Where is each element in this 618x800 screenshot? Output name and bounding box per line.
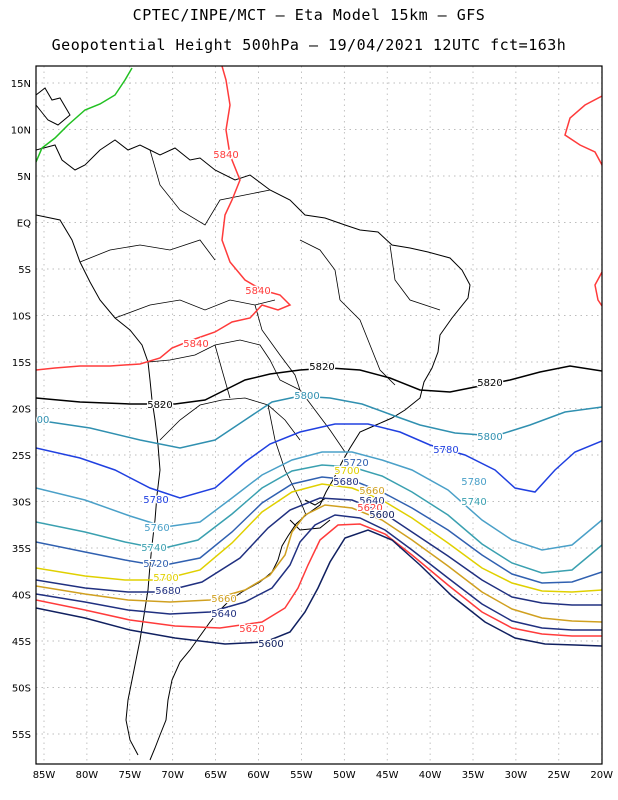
contour-5740 xyxy=(36,464,602,574)
longitude-label: 85W xyxy=(33,770,56,781)
latitude-label: 10S xyxy=(12,312,31,323)
contour-label: 5800 xyxy=(294,391,319,402)
longitude-label: 65W xyxy=(204,770,227,781)
contour-5840-se xyxy=(594,271,602,307)
contour-5660 xyxy=(36,504,602,623)
contour-label: 5800 xyxy=(477,432,502,443)
latitude-label: 40S xyxy=(12,591,31,602)
latitude-label: 20S xyxy=(12,405,31,416)
contour-label: 00 xyxy=(37,415,50,426)
contour-label: 5620 xyxy=(239,624,264,635)
contour-label: 5680 xyxy=(155,586,180,597)
longitude-label: 70W xyxy=(161,770,184,781)
contour-label: 5640 xyxy=(211,609,236,620)
latitude-label: 50S xyxy=(12,684,31,695)
contour-label: 5720 xyxy=(143,559,168,570)
contour-label: 5620 xyxy=(357,503,382,514)
latitude-label: 35S xyxy=(12,544,31,555)
contour-label: 5700 xyxy=(153,573,178,584)
contour-label: 5720 xyxy=(343,458,368,469)
latitude-label: 25S xyxy=(12,451,31,462)
contour-label: 5820 xyxy=(147,400,172,411)
latitude-label: 30S xyxy=(12,498,31,509)
contour-5600 xyxy=(36,529,602,647)
map-title: CPTEC/INPE/MCT – Eta Model 15km – GFS xyxy=(132,6,486,24)
latitude-label: 5S xyxy=(18,265,31,276)
contour-label: 5780 xyxy=(143,495,168,506)
contour-label: 5640 xyxy=(359,496,384,507)
contour-label: 5760 xyxy=(144,523,169,534)
contour-5840-east xyxy=(564,95,602,166)
contour-label: 5840 xyxy=(245,286,270,297)
contour-label: 5840 xyxy=(213,150,238,161)
longitude-label: 40W xyxy=(419,770,442,781)
contour-5760 xyxy=(36,451,602,551)
latitude-label: 10N xyxy=(11,126,31,137)
longitude-label: 60W xyxy=(247,770,270,781)
latitude-label: 15N xyxy=(11,79,31,90)
contour-label: 5740 xyxy=(461,497,486,508)
contour-5640 xyxy=(36,514,602,631)
country-borders xyxy=(79,149,441,516)
contour-label: 5700 xyxy=(334,466,359,477)
longitude-label: 30W xyxy=(505,770,528,781)
longitude-label: 20W xyxy=(590,770,613,781)
contour-5680 xyxy=(36,497,602,606)
latitude-label: 45S xyxy=(12,637,31,648)
longitude-label: 75W xyxy=(118,770,141,781)
longitude-label: 50W xyxy=(333,770,356,781)
contour-label: 5660 xyxy=(211,594,236,605)
longitude-label: 45W xyxy=(376,770,399,781)
contour-5780 xyxy=(36,423,602,499)
contour-label: 5600 xyxy=(369,510,394,521)
contour-label: 5820 xyxy=(477,378,502,389)
contour-5620 xyxy=(36,523,602,637)
latitude-label: 55S xyxy=(12,730,31,741)
contour-5840-north xyxy=(36,66,292,371)
contour-label: 5760 xyxy=(461,496,486,507)
contour-5700 xyxy=(36,483,602,593)
contour-5800 xyxy=(36,395,602,449)
longitude-label: 55W xyxy=(290,770,313,781)
map-frame xyxy=(35,65,603,765)
latitude-label: 5N xyxy=(17,172,31,183)
coastline xyxy=(36,87,471,761)
contour-label: 5660 xyxy=(359,486,384,497)
longitude-labels: 85W 80W 75W 70W 65W 60W 55W 50W 45W 40W 35W 30W 25W 2… xyxy=(33,770,613,781)
longitude-label: 25W xyxy=(547,770,570,781)
map-subtitle: Geopotential Height 500hPa – 19/04/2021 … xyxy=(51,36,567,54)
contour-5720 xyxy=(36,476,602,584)
latitude-label: EQ xyxy=(17,219,31,230)
latitude-label: 15S xyxy=(12,358,31,369)
contour-label: 5780 xyxy=(461,477,486,488)
contour-label: 5820 xyxy=(309,362,334,373)
contour-5820 xyxy=(36,365,602,405)
longitude-label: 35W xyxy=(462,770,485,781)
contour-label: 5600 xyxy=(258,639,283,650)
contour-label: 5740 xyxy=(141,543,166,554)
contour-label: 5680 xyxy=(333,477,358,488)
green-boundary-line xyxy=(36,67,133,163)
contour-label: 5840 xyxy=(183,339,208,350)
contour-label: 5780 xyxy=(433,445,458,456)
height-contours xyxy=(36,66,602,647)
longitude-label: 80W xyxy=(76,770,99,781)
latitude-labels: 15N 10N 5N EQ 5S 10S 15S 20S 25S 30S 35S 40S 45S 50S 5… xyxy=(11,79,31,741)
contour-value-labels: 5840 5840 5840 5820 5820 5820 5800 5800 5780 5780… xyxy=(35,149,504,652)
